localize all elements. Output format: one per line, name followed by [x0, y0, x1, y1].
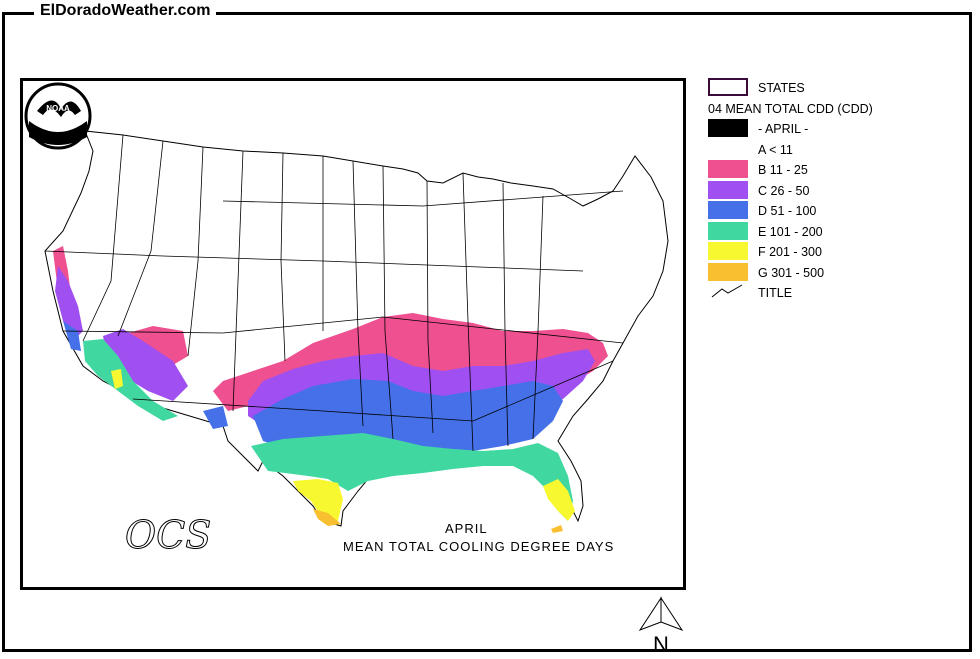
legend-item-label: - APRIL - [758, 122, 809, 136]
legend-item: - APRIL - [706, 117, 956, 138]
zone-b-west [53, 246, 188, 371]
legend-title-label: TITLE [758, 286, 793, 300]
state-lines [44, 134, 624, 452]
legend-item-label: C 26 - 50 [758, 183, 810, 198]
legend-item: G 301 - 500 [706, 261, 956, 282]
map-caption-month: APRIL [445, 521, 488, 536]
zone-e [251, 433, 573, 521]
title-line-icon [711, 284, 743, 298]
noaa-logo: NOAA [24, 82, 92, 150]
legend-item: D 51 - 100 [706, 199, 956, 220]
legend-swatch [708, 119, 748, 137]
noaa-logo-text: NOAA [46, 104, 70, 113]
ocs-logo: OCS [124, 513, 212, 558]
map-caption-title: MEAN TOTAL COOLING DEGREE DAYS [343, 539, 615, 554]
legend-swatch [708, 242, 748, 260]
legend-item: F 201 - 300 [706, 240, 956, 261]
legend-variable-label: 04 MEAN TOTAL CDD (CDD) [708, 101, 873, 116]
states-outline-swatch [708, 78, 748, 96]
legend-item-label: G 301 - 500 [758, 265, 825, 280]
legend-item-label: E 101 - 200 [758, 224, 823, 239]
legend-title-row: TITLE [706, 281, 956, 302]
legend-item-label: F 201 - 300 [758, 245, 822, 259]
legend: STATES 04 MEAN TOTAL CDD (CDD) - APRIL -… [706, 76, 956, 302]
site-title[interactable]: ElDoradoWeather.com [34, 2, 217, 20]
zone-e-west [83, 339, 178, 421]
legend-swatch [708, 139, 748, 158]
legend-swatch [708, 180, 748, 199]
legend-swatch [708, 160, 748, 178]
legend-swatch [708, 201, 748, 219]
legend-item-label: B 11 - 25 [758, 163, 808, 177]
legend-swatch [708, 262, 748, 281]
legend-items: - APRIL - A < 11 B 11 - 25 C 26 - 50 D 51 - … [706, 117, 956, 281]
legend-states-row: STATES [706, 76, 956, 97]
legend-item: E 101 - 200 [706, 220, 956, 241]
page-frame [2, 12, 972, 652]
zone-g [313, 509, 563, 533]
north-label: N [653, 632, 669, 656]
legend-swatch [708, 221, 748, 240]
legend-item-label: D 51 - 100 [758, 204, 817, 218]
cdd-map [44, 130, 669, 533]
north-arrow-icon: N [638, 596, 684, 656]
legend-item: A < 11 [706, 138, 956, 159]
legend-item: C 26 - 50 [706, 179, 956, 200]
zone-d-west [63, 321, 228, 429]
map-panel: APRIL MEAN TOTAL COOLING DEGREE DAYS NOA… [20, 78, 686, 590]
zone-c-west [55, 266, 188, 401]
legend-item: B 11 - 25 [706, 158, 956, 179]
legend-variable-row: 04 MEAN TOTAL CDD (CDD) [706, 97, 956, 118]
zone-d [253, 379, 563, 451]
legend-states-label: STATES [758, 81, 805, 95]
legend-item-label: A < 11 [758, 142, 793, 157]
